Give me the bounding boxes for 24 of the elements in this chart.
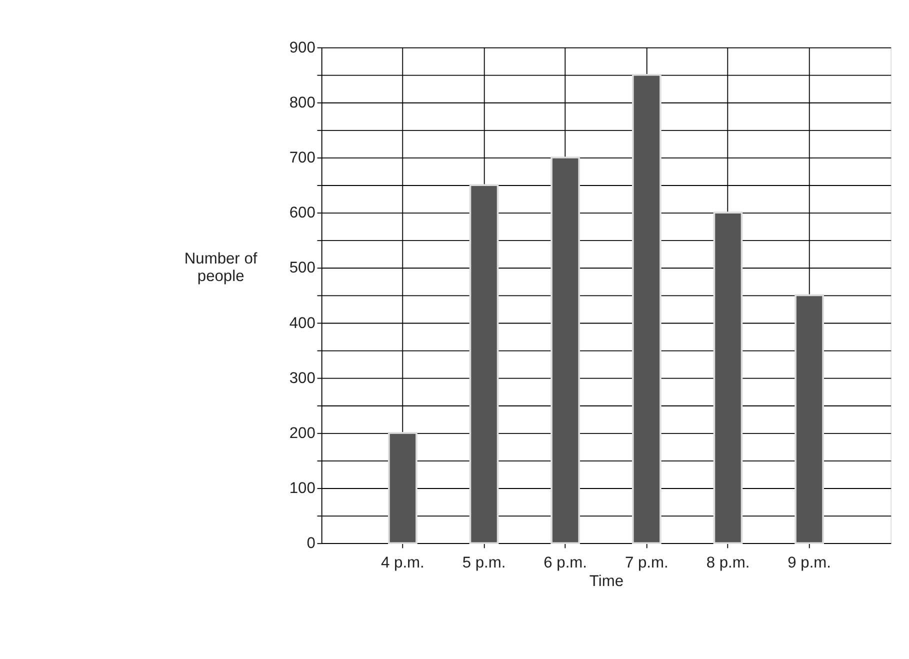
- y-tick-label: 700: [289, 150, 316, 167]
- y-tick-label: 900: [289, 39, 316, 56]
- x-axis-title: Time: [589, 572, 624, 590]
- y-axis-title: Number of people: [184, 250, 258, 285]
- bar: [632, 74, 662, 544]
- x-tick-label: 9 p.m.: [788, 554, 831, 572]
- bar: [469, 184, 499, 544]
- x-tick-label: 6 p.m.: [544, 554, 588, 572]
- y-tick-label: 100: [289, 480, 316, 498]
- y-tick-label: 500: [289, 260, 316, 277]
- x-tick-label: 4 p.m.: [381, 554, 424, 572]
- y-tick-label: 800: [289, 94, 316, 112]
- bar: [713, 212, 743, 544]
- y-tick-label: 200: [289, 425, 316, 442]
- bar: [550, 156, 580, 544]
- bar: [388, 432, 418, 544]
- x-tick-label: 5 p.m.: [462, 554, 506, 572]
- y-tick-label: 600: [289, 204, 316, 222]
- x-tick-label: 7 p.m.: [624, 554, 668, 572]
- bar: [794, 294, 824, 544]
- y-tick-label: 300: [289, 370, 316, 387]
- y-tick-label: 0: [306, 535, 316, 552]
- x-tick-label: 8 p.m.: [706, 554, 750, 572]
- y-tick-label: 400: [289, 314, 316, 332]
